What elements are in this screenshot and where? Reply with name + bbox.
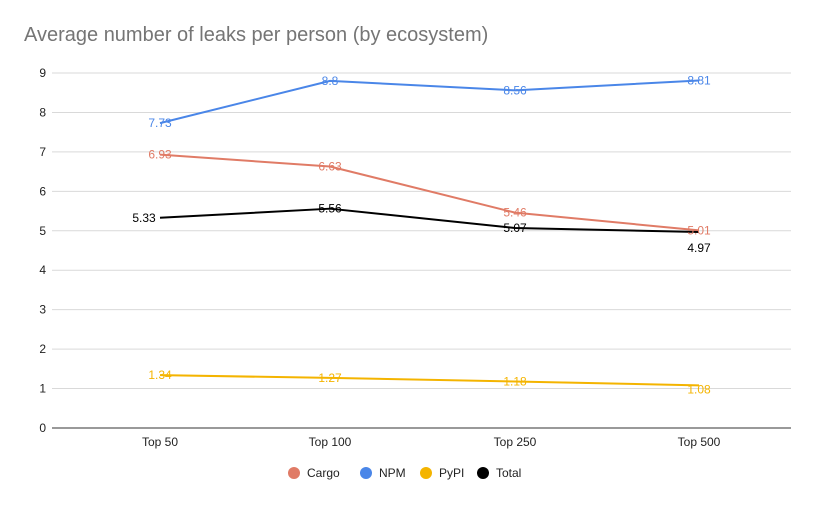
data-label-total: 5.07	[503, 221, 527, 235]
data-label-cargo: 5.01	[687, 223, 711, 237]
legend-label-pypi: PyPI	[439, 466, 464, 480]
data-label-cargo: 6.93	[148, 148, 172, 162]
x-tick-label: Top 50	[142, 435, 178, 449]
y-tick-label: 6	[39, 184, 46, 198]
x-tick-label: Top 250	[494, 435, 537, 449]
y-tick-label: 8	[39, 105, 46, 119]
data-label-pypi: 1.27	[318, 371, 342, 385]
x-tick-label: Top 100	[309, 435, 352, 449]
data-label-pypi: 1.34	[148, 368, 172, 382]
chart-title: Average number of leaks per person (by e…	[24, 24, 489, 46]
y-tick-label: 3	[39, 303, 46, 317]
series-line-total	[159, 207, 700, 233]
y-tick-label: 5	[39, 224, 46, 238]
series-line-cargo	[159, 153, 700, 232]
data-label-total: 4.97	[687, 241, 711, 255]
series-line-npm	[159, 79, 700, 125]
legend-label-total: Total	[496, 466, 521, 480]
legend-label-cargo: Cargo	[307, 466, 340, 480]
y-tick-label: 2	[39, 342, 46, 356]
data-label-npm: 8.81	[687, 73, 711, 87]
data-label-cargo: 6.63	[318, 159, 342, 173]
y-tick-label: 7	[39, 145, 46, 159]
data-label-pypi: 1.08	[687, 382, 711, 396]
x-tick-label: Top 500	[678, 435, 721, 449]
legend-marker-total	[477, 467, 489, 479]
y-tick-label: 0	[39, 421, 46, 435]
y-tick-label: 4	[39, 263, 46, 277]
data-label-pypi: 1.18	[503, 374, 527, 388]
data-label-npm: 8.56	[503, 83, 527, 97]
data-label-total: 5.56	[318, 202, 342, 216]
data-label-npm: 7.73	[148, 116, 172, 130]
y-tick-label: 1	[39, 382, 46, 396]
series-line-pypi	[159, 374, 700, 387]
data-label-cargo: 5.46	[503, 206, 527, 220]
y-tick-label: 9	[39, 66, 46, 80]
legend-marker-npm	[360, 467, 372, 479]
data-label-npm: 8.8	[322, 74, 339, 88]
legend-marker-pypi	[420, 467, 432, 479]
data-label-total: 5.33	[132, 211, 156, 225]
legend-label-npm: NPM	[379, 466, 406, 480]
legend-marker-cargo	[288, 467, 300, 479]
